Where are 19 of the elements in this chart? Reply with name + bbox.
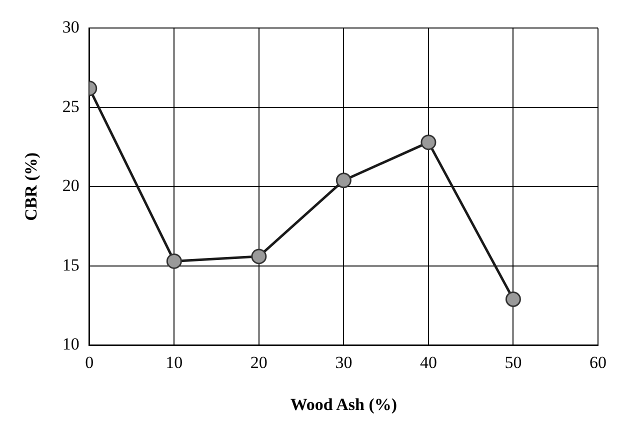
point (251, 248, 267, 264)
x-axis-title: Wood Ash (%) (290, 395, 398, 414)
x-tick-label: 10 (166, 352, 183, 372)
y-tick-label: 25 (62, 96, 80, 116)
y-tick-label: 30 (62, 18, 80, 37)
x-tick-label: 0 (85, 352, 94, 372)
point (166, 253, 182, 269)
point (505, 291, 521, 307)
y-tick-label: 10 (62, 334, 80, 354)
x-tick-label: 30 (335, 352, 352, 372)
point (336, 172, 352, 188)
point (420, 134, 436, 150)
y-axis-title: CBR (%) (22, 152, 41, 221)
x-tick-label: 40 (420, 352, 437, 372)
y-tick-label: 15 (62, 255, 80, 274)
x-tick-label: 60 (590, 352, 606, 372)
x-tick-label: 50 (504, 352, 522, 372)
x-tick-label: 20 (250, 352, 268, 372)
y-tick-label: 20 (62, 176, 80, 196)
